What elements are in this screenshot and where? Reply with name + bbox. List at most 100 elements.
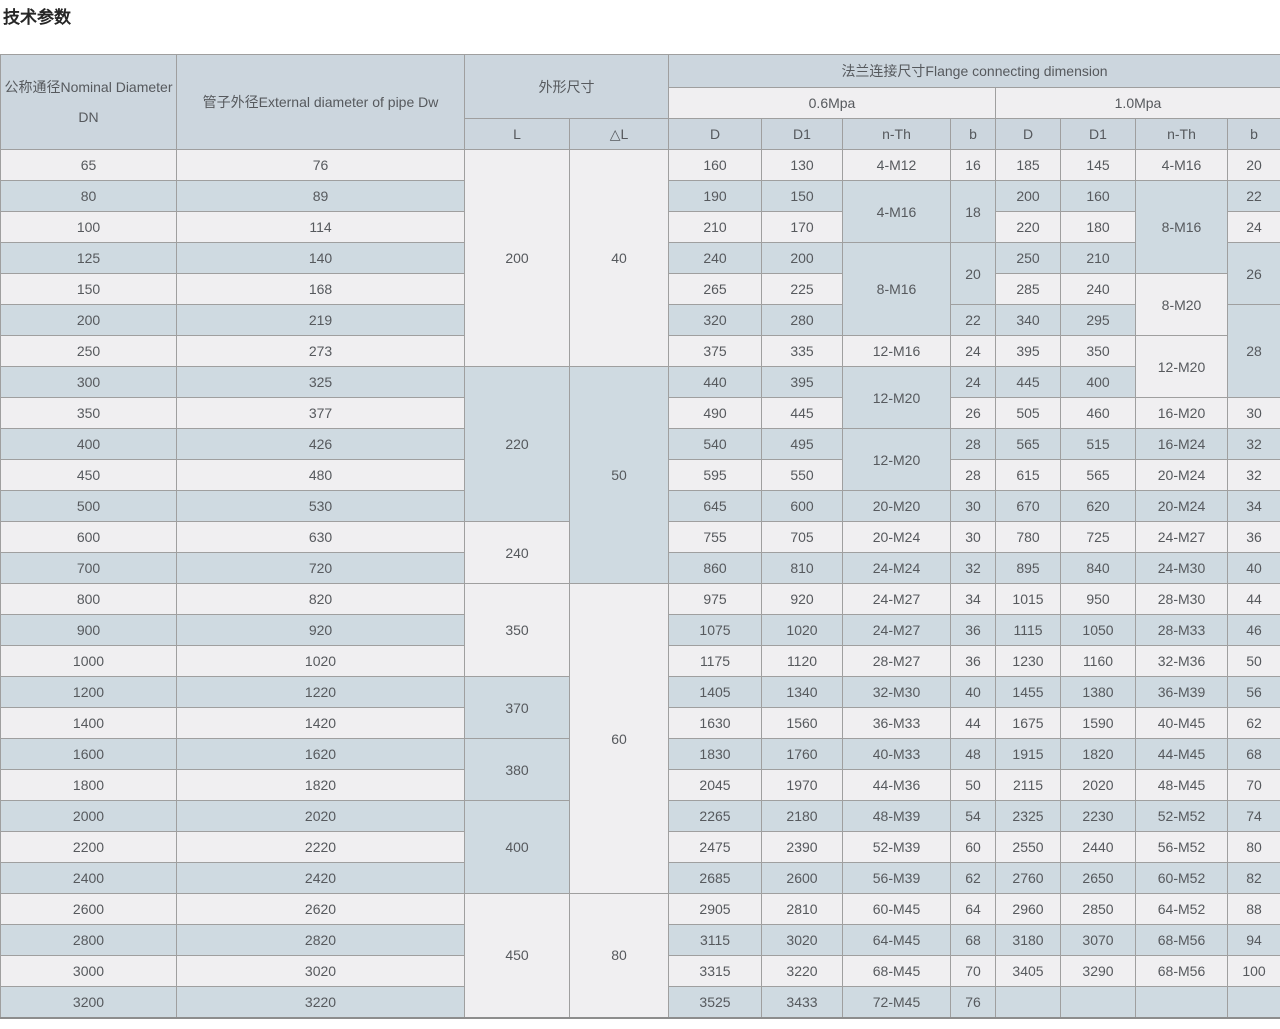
table-cell: 755 (668, 521, 762, 553)
table-cell: 505 (995, 397, 1061, 429)
table-cell: 145 (1060, 149, 1136, 181)
table-cell: 240 (1060, 273, 1136, 305)
table-cell: 450 (464, 893, 570, 1018)
table-cell: 26 (950, 397, 996, 429)
table-cell: 100 (1227, 955, 1280, 987)
table-row: 1600 1620 380 1830 1760 40-M33 48 1915 1820 44-M4… (0, 738, 1280, 801)
table-cell (1060, 986, 1136, 1018)
table-cell: 4-M16 (842, 180, 951, 243)
table-header: 公称通径Nominal Diameter DN 管子外径External dia… (0, 54, 1280, 150)
table-cell: 50 (569, 366, 669, 584)
table-cell: 1020 (761, 614, 843, 646)
table-cell: 395 (995, 335, 1061, 367)
table-cell: 200 (995, 180, 1061, 212)
table-cell: 380 (464, 738, 570, 801)
table-cell: 273 (176, 335, 465, 367)
table-cell: 280 (761, 304, 843, 336)
table-cell: 36 (950, 614, 996, 646)
table-cell: 44-M36 (842, 769, 951, 801)
table-cell: 240 (464, 521, 570, 584)
table-cell: 18 (950, 180, 996, 243)
table-cell: 3070 (1060, 924, 1136, 956)
table-cell: 2620 (176, 893, 465, 925)
table-cell: 600 (761, 490, 843, 522)
table-cell: 88 (1227, 893, 1280, 925)
table-cell: 168 (176, 273, 465, 305)
table-cell: 24-M30 (1135, 552, 1228, 584)
table-cell: 1760 (761, 738, 843, 770)
table-row: 450 480 595 550 28 615 565 20-M24 32 (0, 459, 1280, 491)
table-cell: 44 (950, 707, 996, 739)
table-cell: 4-M12 (842, 149, 951, 181)
table-row: 2200 2220 2475 2390 52-M39 60 2550 2440 56-M52 80 (0, 831, 1280, 863)
table-cell: 28-M30 (1135, 583, 1228, 615)
table-cell: 225 (761, 273, 843, 305)
table-cell: 8-M20 (1135, 273, 1228, 336)
table-cell: 68 (950, 924, 996, 956)
table-cell: 34 (950, 583, 996, 615)
table-row: 2600 2620 450 80 2905 2810 60-M45 64 2960 2850 64-… (0, 893, 1280, 1018)
table-cell: 1420 (176, 707, 465, 739)
table-cell: 68-M45 (842, 955, 951, 987)
table-cell: 900 (0, 614, 177, 646)
table-cell: 2600 (761, 862, 843, 894)
table-row: 2400 2420 2685 2600 56-M39 62 2760 2650 60-M52 82 (0, 862, 1280, 894)
table-cell: 114 (176, 211, 465, 243)
table-cell: 32 (1227, 428, 1280, 460)
table-cell: 920 (761, 583, 843, 615)
table-cell: 16 (950, 149, 996, 181)
table-cell: 20-M24 (1135, 490, 1228, 522)
table-cell: 36-M39 (1135, 676, 1228, 708)
table-cell: 1630 (668, 707, 762, 739)
table-row: 1800 1820 2045 1970 44-M36 50 2115 2020 48-M45 70 (0, 769, 1280, 801)
table-cell: 2325 (995, 800, 1061, 832)
table-cell: 1675 (995, 707, 1061, 739)
table-cell: 30 (950, 490, 996, 522)
table-cell: 1970 (761, 769, 843, 801)
table-cell: 480 (176, 459, 465, 491)
table-cell: 2550 (995, 831, 1061, 863)
table-cell: 64-M52 (1135, 893, 1228, 925)
table-row: 350 377 490 445 26 505 460 16-M20 30 (0, 397, 1280, 429)
table-cell: 3000 (0, 955, 177, 987)
table-cell: 80 (569, 893, 669, 1018)
table-cell: 60-M45 (842, 893, 951, 925)
table-cell: 76 (176, 149, 465, 181)
table-row: 500 530 645 600 20-M20 30 670 620 20-M24 34 (0, 490, 1280, 522)
table-cell: 3220 (761, 955, 843, 987)
table-cell: 70 (1227, 769, 1280, 801)
table-cell: 1340 (761, 676, 843, 708)
table-row: 2000 2020 400 2265 2180 48-M39 54 2325 2230 52-M5… (0, 800, 1280, 894)
table-cell: 630 (176, 521, 465, 553)
header-cell-pressure-06mpa: 0.6Mpa (668, 87, 996, 119)
table-cell: 350 (464, 583, 570, 677)
table-cell: 80 (0, 180, 177, 212)
table-cell: 565 (1060, 459, 1136, 491)
table-cell: 2650 (1060, 862, 1136, 894)
header-row-3: L △L D D1 n-Th b D D1 n-Th b (1, 118, 1280, 150)
table-cell: 2850 (1060, 893, 1136, 925)
table-cell: 565 (995, 428, 1061, 460)
table-cell: 48 (950, 738, 996, 770)
table-cell: 32-M36 (1135, 645, 1228, 677)
table-cell: 250 (0, 335, 177, 367)
header-cell-b-06: b (950, 118, 996, 150)
table-cell: 12-M20 (842, 366, 951, 429)
table-cell: 150 (0, 273, 177, 305)
table-cell: 56-M39 (842, 862, 951, 894)
table-cell: 335 (761, 335, 843, 367)
table-cell: 24 (1227, 211, 1280, 243)
table-cell: 180 (1060, 211, 1136, 243)
table-cell: 3020 (176, 955, 465, 987)
table-cell: 3525 (668, 986, 762, 1018)
table-cell: 450 (0, 459, 177, 491)
table-cell: 52-M52 (1135, 800, 1228, 832)
table-cell: 670 (995, 490, 1061, 522)
table-cell: 350 (1060, 335, 1136, 367)
table-cell: 24-M27 (842, 614, 951, 646)
table-cell: 68-M56 (1135, 955, 1228, 987)
table-cell: 40 (1227, 552, 1280, 584)
header-cell-d-06: D (668, 118, 762, 150)
table-cell: 2800 (0, 924, 177, 956)
table-cell: 50 (1227, 645, 1280, 677)
